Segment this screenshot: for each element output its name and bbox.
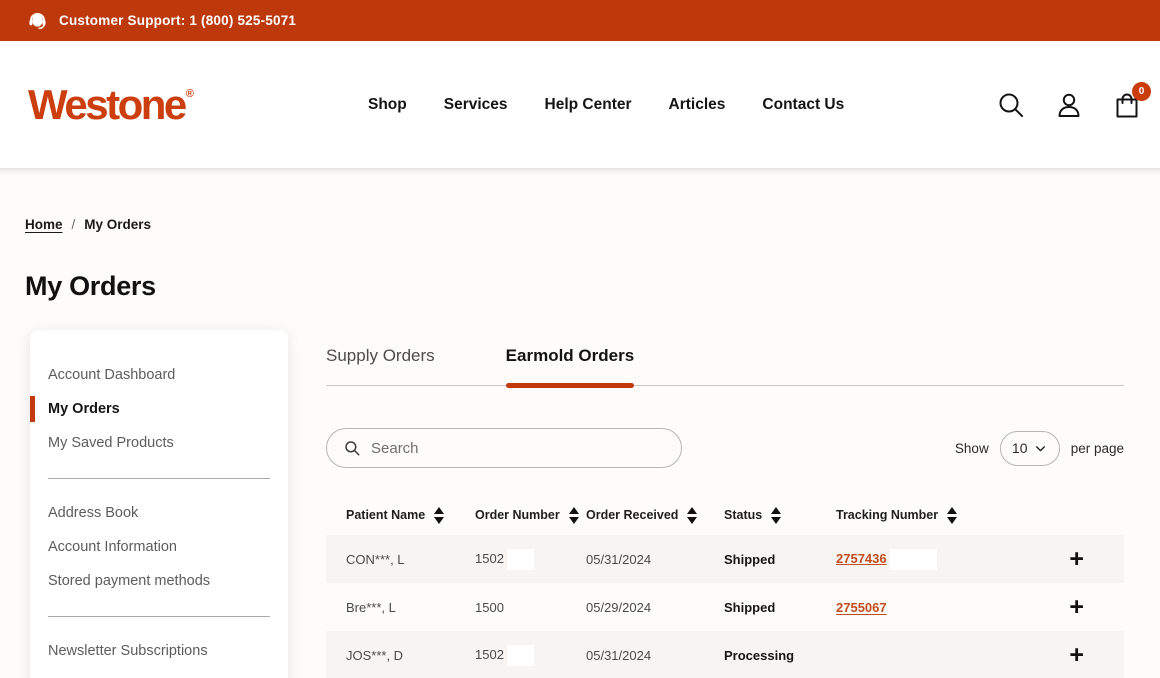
search-input-icon [343,439,361,457]
support-phone-label[interactable]: Customer Support: 1 (800) 525-5071 [59,13,297,28]
cart-count-badge: 0 [1132,81,1151,101]
account-sidebar: Account Dashboard My Orders My Saved Pro… [30,330,288,678]
page-size-control: Show 10 per page [954,430,1124,466]
breadcrumb-current: My Orders [84,217,152,232]
page-body: Home / My Orders My Orders Account Dashb… [0,168,1160,678]
orders-panel: Supply Orders Earmold Orders Show [326,336,1124,678]
page-size-value: 10 [1011,440,1028,456]
cell-order-received: 05/31/2024 [586,647,652,663]
registered-mark: ® [185,87,194,100]
orders-table: Patient Name Order Number Order Received… [326,495,1124,678]
sidebar-item-my-orders[interactable]: My Orders [30,394,288,424]
cart-icon[interactable]: 0 [1112,81,1151,120]
sidebar-divider [48,478,270,479]
expand-row-button[interactable]: + [1069,640,1084,669]
column-header-order-number[interactable]: Order Number [475,506,586,524]
chevron-down-icon [1034,442,1047,455]
search-input[interactable] [371,439,667,457]
tracking-number-link[interactable]: 2757436 [836,550,887,566]
sidebar-divider [48,616,270,617]
column-header-status[interactable]: Status [724,506,836,524]
tab-earmold-orders[interactable]: Earmold Orders [505,346,635,388]
expand-row-button[interactable]: + [1069,592,1084,621]
table-row: JOS***, D 1502 05/31/2024 Processing + [326,631,1124,678]
page-size-select[interactable]: 10 [999,430,1060,466]
table-header-row: Patient Name Order Number Order Received… [326,495,1124,535]
cell-status: Shipped [724,599,776,615]
nav-shop[interactable]: Shop [368,95,407,113]
table-toolbar: Show 10 per page [326,428,1124,468]
cell-status: Processing [724,647,795,663]
site-header: Westone® Shop Services Help Center Artic… [0,41,1160,168]
per-page-label: per page [1070,440,1124,456]
breadcrumb-home-link[interactable]: Home [25,217,63,232]
support-bar: Customer Support: 1 (800) 525-5071 [0,0,1160,41]
tracking-number-link[interactable]: 2755067 [836,599,887,615]
westone-logo[interactable]: Westone® [28,80,194,128]
cell-status: Shipped [724,551,776,567]
headset-icon [27,10,48,31]
cell-patient-name: JOS***, D [346,647,404,663]
show-label: Show [954,440,989,456]
sort-icon[interactable] [687,506,698,524]
breadcrumb: Home / My Orders [25,217,151,232]
nav-contact-us[interactable]: Contact Us [762,95,845,113]
tab-supply-orders[interactable]: Supply Orders [326,346,435,365]
cell-order-number: 1502 [475,548,586,570]
sort-icon[interactable] [771,506,782,524]
cell-tracking-number: 2757436 [836,548,1016,570]
cell-order-number: 1502 [475,644,586,666]
cell-patient-name: Bre***, L [346,599,396,615]
sidebar-item-newsletter-subscriptions[interactable]: Newsletter Subscriptions [48,643,208,659]
cell-tracking-number: 2755067 [836,600,1016,615]
page-title: My Orders [25,271,156,301]
sort-icon[interactable] [568,506,579,524]
nav-articles[interactable]: Articles [668,95,726,113]
nav-services[interactable]: Services [443,95,508,113]
redacted-area [889,548,937,570]
cell-order-number: 1500 [475,599,504,615]
column-header-patient-name[interactable]: Patient Name [326,506,475,524]
search-icon[interactable] [996,90,1026,120]
sidebar-item-my-saved-products[interactable]: My Saved Products [48,435,174,451]
sort-icon[interactable] [947,506,958,524]
table-row: Bre***, L 1500 05/29/2024 Shipped 275506… [326,583,1124,631]
account-icon[interactable] [1054,90,1084,120]
expand-row-button[interactable]: + [1069,544,1084,573]
header-icons: 0 [996,41,1151,168]
table-row: CON***, L 1502 05/31/2024 Shipped 275743… [326,535,1124,583]
sidebar-item-account-information[interactable]: Account Information [48,539,177,555]
nav-help-center[interactable]: Help Center [544,95,632,113]
orders-tabs: Supply Orders Earmold Orders [326,346,1124,388]
sidebar-item-address-book[interactable]: Address Book [48,505,139,521]
sidebar-item-account-dashboard[interactable]: Account Dashboard [48,367,176,383]
breadcrumb-separator: / [71,217,76,232]
cell-patient-name: CON***, L [346,551,405,567]
sidebar-item-stored-payment-methods[interactable]: Stored payment methods [48,573,211,589]
sort-icon[interactable] [434,506,445,524]
cell-order-received: 05/31/2024 [586,551,652,567]
cell-order-received: 05/29/2024 [586,599,652,615]
main-nav: Shop Services Help Center Articles Conta… [368,41,844,168]
redacted-area [506,644,534,666]
order-search[interactable] [326,428,682,468]
column-header-tracking-number[interactable]: Tracking Number [836,506,1016,524]
redacted-area [506,548,534,570]
column-header-order-received[interactable]: Order Received [586,506,724,524]
